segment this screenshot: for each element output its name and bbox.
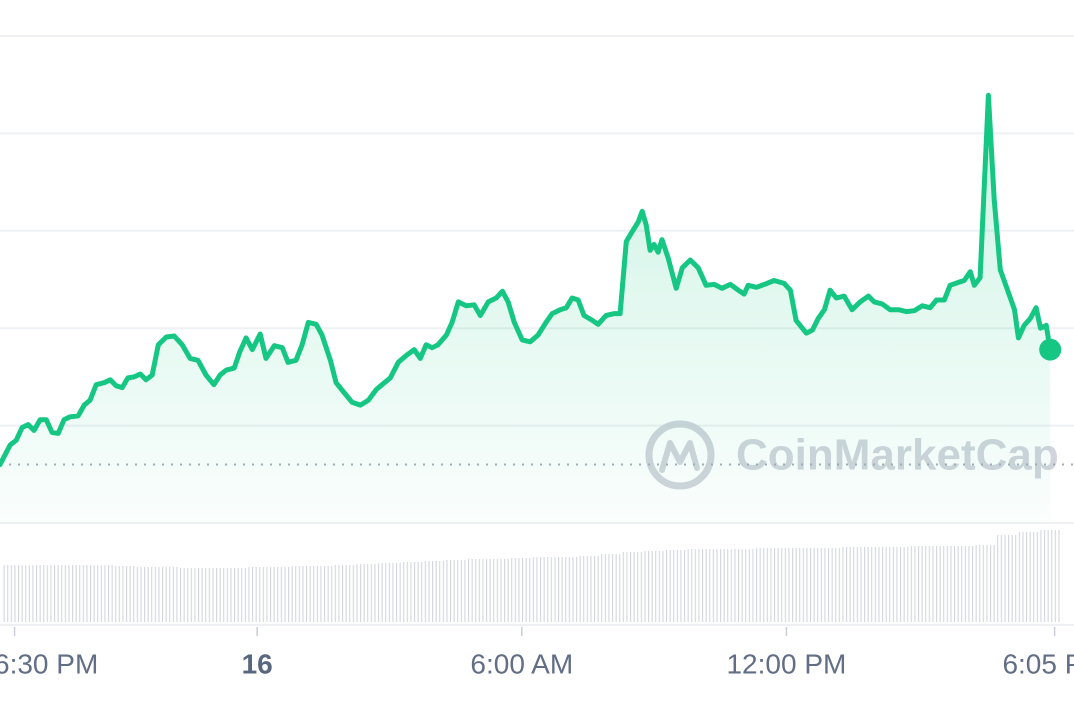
volume-bar	[488, 559, 511, 622]
x-tick-label: 12:00 PM	[726, 648, 846, 679]
price-area	[0, 95, 1051, 524]
volume-bar	[113, 566, 136, 622]
volume-bar	[91, 565, 114, 622]
volume-bar	[643, 551, 666, 622]
volume-bar	[444, 560, 467, 622]
volume-bar	[709, 549, 732, 622]
volume-bar	[312, 566, 335, 622]
volume-bar	[224, 568, 247, 622]
volume-bar	[135, 567, 158, 622]
volume-bar	[25, 565, 48, 622]
volume-bar	[532, 557, 555, 622]
volume-bar	[69, 565, 92, 622]
volume-bar	[466, 559, 489, 622]
volume-bar	[753, 548, 776, 622]
volume-bar	[157, 567, 180, 622]
volume-bar	[400, 562, 423, 622]
volume-bar	[841, 547, 864, 622]
x-tick-label: 6:00 AM	[470, 648, 573, 679]
x-tick-label: 16	[242, 648, 273, 679]
volume-bar	[665, 550, 688, 622]
volume-bar	[598, 554, 622, 622]
volume-bar	[202, 568, 225, 622]
last-price-dot	[1039, 338, 1062, 361]
x-tick-label: 6:05 PM	[1002, 648, 1074, 679]
volume-bar	[995, 535, 1018, 622]
volume-bar	[246, 567, 269, 622]
volume-bar	[621, 552, 644, 622]
volume-bar	[797, 548, 820, 622]
volume-bar	[290, 566, 313, 622]
volume-bar	[1017, 532, 1041, 622]
volume-bar	[3, 565, 26, 622]
x-tick-label: 6:30 PM	[0, 648, 98, 679]
volume-bar	[356, 564, 379, 622]
volume-bar	[885, 547, 908, 622]
volume-bar	[268, 567, 291, 622]
volume-bar	[775, 548, 798, 622]
volume-bar	[929, 546, 952, 622]
volume-bar	[973, 545, 996, 622]
volume-bar	[334, 565, 357, 622]
price-line	[0, 92, 1053, 468]
volume-bar	[907, 546, 930, 622]
volume-bar	[378, 563, 401, 622]
volume-bar	[951, 546, 974, 622]
volume-bar	[863, 547, 886, 622]
volume-bar	[1040, 530, 1063, 622]
volume-bar	[687, 549, 710, 622]
volume-bar	[731, 549, 754, 622]
volume-bar	[422, 561, 445, 622]
volume-bar	[47, 565, 70, 622]
volume-bar	[576, 556, 599, 622]
volume-bar	[179, 568, 203, 622]
volume-bar	[554, 557, 577, 622]
volume-bar	[510, 558, 533, 622]
volume-bar	[819, 548, 842, 622]
